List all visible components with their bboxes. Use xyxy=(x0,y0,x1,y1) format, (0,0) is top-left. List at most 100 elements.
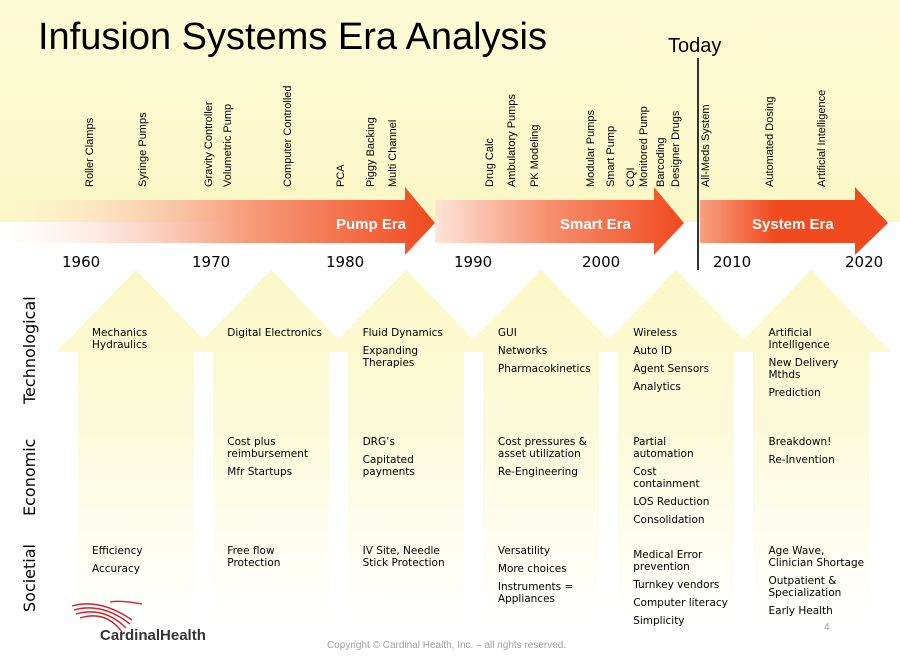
milestone-label: Smart Pump xyxy=(605,125,618,187)
year-1990: 1990 xyxy=(454,253,493,271)
economic-item: Cost plus reimbursement xyxy=(227,436,309,460)
decade-up-arrow xyxy=(56,270,216,620)
economic-column-6: Breakdown! Re-Invention xyxy=(769,436,894,472)
milestone-label: Automated Dosing xyxy=(763,96,776,188)
copyright-notice: Copyright © Cardinal Health, Inc. – all … xyxy=(327,640,567,651)
decade-up-arrow xyxy=(461,270,621,620)
societal-item: Medical Error prevention xyxy=(633,549,703,573)
technological-item: Digital Electronics xyxy=(227,327,322,339)
economic-column-4: Cost pressures & asset utilization Re-Eng… xyxy=(498,436,623,484)
era-label-pump: Pump Era xyxy=(336,216,407,233)
technological-item: Networks xyxy=(497,345,548,357)
year-2000: 2000 xyxy=(582,253,621,271)
societal-item: Versatility xyxy=(497,545,551,557)
societal-item: Simplicity xyxy=(633,615,685,627)
economic-item: Mfr Startups xyxy=(227,466,293,478)
economic-column-2: Cost plus reimbursement Mfr Startups xyxy=(227,436,352,484)
milestone-label: Drug Calc xyxy=(483,138,496,187)
year-1980: 1980 xyxy=(326,253,365,271)
decade-up-arrow xyxy=(191,270,351,620)
societal-item: Instruments = Appliances xyxy=(497,581,574,605)
societal-column-4: Versatility More choices Instruments = App… xyxy=(498,545,623,611)
technological-item: Agent Sensors xyxy=(633,363,710,375)
societal-item: More choices xyxy=(497,563,567,575)
milestone-label: Gravity Controller xyxy=(202,101,215,187)
page-number: 4 xyxy=(824,622,830,633)
societal-item: Free flow Protection xyxy=(227,545,281,569)
societal-item: Efficiency xyxy=(92,545,143,557)
economic-item: Cost pressures & asset utilization xyxy=(497,436,587,460)
technological-column-4: GUI Networks Pharmacokinetics xyxy=(498,327,623,381)
technological-item: Pharmacokinetics xyxy=(497,363,591,375)
technological-column-6: Artificial Intelligence New Delivery Mthd… xyxy=(769,327,894,405)
technological-item: Artificial Intelligence xyxy=(768,327,830,351)
societal-item: Accuracy xyxy=(92,563,140,575)
economic-item: Breakdown! xyxy=(768,436,832,448)
year-2010: 2010 xyxy=(713,253,752,271)
milestone-label: Monitored Pump xyxy=(638,106,651,187)
economic-column-5: Partial automation Cost containment LOS Re… xyxy=(633,436,758,532)
row-label-societal: Societial xyxy=(20,544,39,612)
societal-item: Early Health xyxy=(768,605,833,617)
technological-column-1: Mechanics Hydraulics xyxy=(92,327,217,357)
page-title: Infusion Systems Era Analysis xyxy=(38,16,547,58)
milestone-label: PCA xyxy=(334,164,347,187)
milestone-label: Computer Controlled xyxy=(281,85,294,188)
technological-column-2: Digital Electronics xyxy=(227,327,352,345)
decade-up-arrow xyxy=(326,270,486,620)
decade-up-arrow xyxy=(596,270,756,620)
technological-item: Fluid Dynamics xyxy=(362,327,443,339)
era-label-system: System Era xyxy=(752,216,834,233)
row-label-economic: Economic xyxy=(20,438,39,516)
milestone-label: Ambulatory Pumps xyxy=(506,94,519,187)
cardinal-health-logo-icon xyxy=(71,600,143,633)
societal-column-5: Medical Error prevention Turnkey vendors C… xyxy=(633,549,758,633)
milestone-label: Multi Channel xyxy=(387,119,400,187)
technological-column-3: Fluid Dynamics Expanding Therapies xyxy=(363,327,488,375)
cardinal-health-logo-text: CardinalHealth xyxy=(100,627,206,644)
era-label-smart: Smart Era xyxy=(560,216,631,233)
today-label: Today xyxy=(668,35,722,57)
technological-column-5: Wireless Auto ID Agent Sensors Analytics xyxy=(633,327,758,399)
technological-item: Expanding Therapies xyxy=(362,345,419,369)
smart-era-arrow xyxy=(435,187,684,255)
year-2020: 2020 xyxy=(845,253,884,271)
decade-arrows xyxy=(56,270,891,620)
societal-item: Turnkey vendors xyxy=(633,579,720,591)
today-marker-line xyxy=(697,58,699,270)
societal-item: Outpatient & Specialization xyxy=(768,575,842,599)
technological-item: Prediction xyxy=(768,387,821,399)
technological-item: New Delivery Mthds xyxy=(768,357,839,381)
milestone-label: Syringe Pumps xyxy=(136,112,149,187)
technological-item: Auto ID xyxy=(633,345,673,357)
economic-item: Re-Invention xyxy=(768,454,835,466)
societal-item: Computer literacy xyxy=(633,597,728,609)
milestone-label: Designer Drugs xyxy=(669,110,682,187)
year-1970: 1970 xyxy=(192,253,231,271)
milestone-label: Volumetric Pump xyxy=(222,103,235,187)
pump-era-arrow xyxy=(0,187,435,255)
societal-column-2: Free flow Protection xyxy=(227,545,352,575)
milestone-label: Roller Clamps xyxy=(83,117,96,187)
milestone-label: Modular Pumps xyxy=(585,109,598,187)
economic-item: Re-Engineering xyxy=(497,466,578,478)
societal-item: Age Wave, Clinician Shortage xyxy=(768,545,865,569)
economic-item: LOS Reduction xyxy=(633,496,710,508)
milestone-label: Piggy Backing xyxy=(364,117,377,187)
societal-item: IV Site, Needle Stick Protection xyxy=(362,545,445,569)
technological-item: Mechanics Hydraulics xyxy=(92,327,148,351)
economic-item: Partial automation xyxy=(633,436,694,460)
technological-item: Analytics xyxy=(633,381,681,393)
milestone-label: Barcoding xyxy=(655,137,668,187)
milestone-label: Artificial Intelligence xyxy=(816,89,829,187)
top-band xyxy=(0,0,900,222)
societal-column-3: IV Site, Needle Stick Protection xyxy=(363,545,488,575)
economic-column-3: DRG’s Capitated payments xyxy=(363,436,488,484)
year-1960: 1960 xyxy=(62,253,101,271)
milestone-label: PK Modeling xyxy=(528,124,541,187)
societal-column-1: Efficiency Accuracy xyxy=(92,545,217,581)
era-timeline xyxy=(0,187,888,255)
technological-item: Wireless xyxy=(633,327,678,339)
milestone-label: All-Meds System xyxy=(700,104,713,187)
technological-item: GUI xyxy=(497,327,517,339)
